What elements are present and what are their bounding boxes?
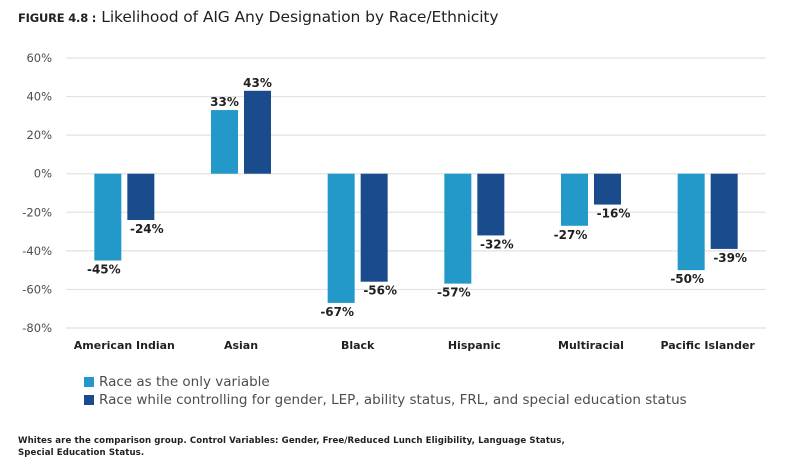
bar-race-only	[94, 173, 122, 261]
bar-race-controlled	[244, 90, 271, 174]
y-tick-label: 20%	[26, 128, 52, 142]
bar-race-controlled	[127, 173, 155, 220]
footnote: Whites are the comparison group. Control…	[18, 436, 565, 458]
figure-label: FIGURE 4.8 :	[18, 11, 97, 25]
bar-race-controlled	[710, 173, 738, 249]
x-tick-label: Multiracial	[558, 339, 624, 352]
bar-race-only	[561, 173, 588, 226]
y-tick-label: -60%	[22, 282, 52, 296]
data-labels: -45% -24% 33% 43% -67% -56% -57% -32% -27% -16% -5…	[87, 76, 747, 319]
y-tick-label: 40%	[26, 90, 52, 104]
x-axis-ticks: American Indian Asian Black Hispanic Multira…	[74, 339, 756, 352]
data-label: -57%	[437, 286, 471, 300]
bar-race-controlled	[594, 173, 621, 205]
bar-race-controlled	[360, 173, 388, 282]
x-tick-label: American Indian	[74, 339, 175, 352]
bar-race-controlled	[477, 173, 505, 236]
data-label: -24%	[130, 222, 164, 236]
y-tick-label: -80%	[22, 321, 52, 335]
y-tick-label: 0%	[34, 167, 52, 181]
chart-title: Likelihood of AIG Any Designation by Rac…	[101, 8, 499, 26]
data-label: -50%	[670, 272, 704, 286]
bar-race-only	[327, 173, 355, 303]
y-tick-label: -40%	[22, 244, 52, 258]
data-label: -56%	[363, 284, 397, 298]
bar-chart: 60% 40% 20% 0% -20% -40% -60% -80% -45% -24% 33% 4…	[22, 51, 766, 352]
y-tick-label: 60%	[26, 51, 52, 65]
legend-item-race-controlled: Race while controlling for gender, LEP, …	[84, 391, 687, 409]
data-label: -67%	[320, 305, 354, 319]
legend-item-race-only: Race as the only variable	[84, 373, 687, 391]
bar-race-only	[444, 173, 472, 284]
legend-label: Race while controlling for gender, LEP, …	[99, 392, 687, 408]
y-axis-ticks: 60% 40% 20% 0% -20% -40% -60% -80%	[22, 51, 52, 335]
data-label: -45%	[87, 263, 121, 277]
legend-swatch-series1	[84, 377, 94, 387]
data-label: -16%	[597, 207, 631, 221]
data-label: 43%	[243, 76, 272, 90]
bars	[94, 90, 738, 303]
bar-race-only	[677, 173, 705, 271]
x-tick-label: Hispanic	[448, 339, 501, 352]
y-tick-label: -20%	[22, 205, 52, 219]
legend-label: Race as the only variable	[99, 374, 270, 390]
x-tick-label: Pacific Islander	[660, 339, 755, 352]
figure-title: FIGURE 4.8 : Likelihood of AIG Any Desig…	[18, 7, 499, 26]
gridlines	[66, 57, 766, 329]
bar-race-only	[211, 110, 238, 174]
x-tick-label: Asian	[224, 339, 258, 352]
data-label: -39%	[713, 251, 747, 265]
data-label: -27%	[554, 228, 588, 242]
legend-swatch-series2	[84, 395, 94, 405]
data-label: 33%	[210, 95, 239, 109]
x-tick-label: Black	[341, 339, 375, 352]
legend: Race as the only variable Race while con…	[84, 373, 687, 409]
data-label: -32%	[480, 237, 514, 251]
